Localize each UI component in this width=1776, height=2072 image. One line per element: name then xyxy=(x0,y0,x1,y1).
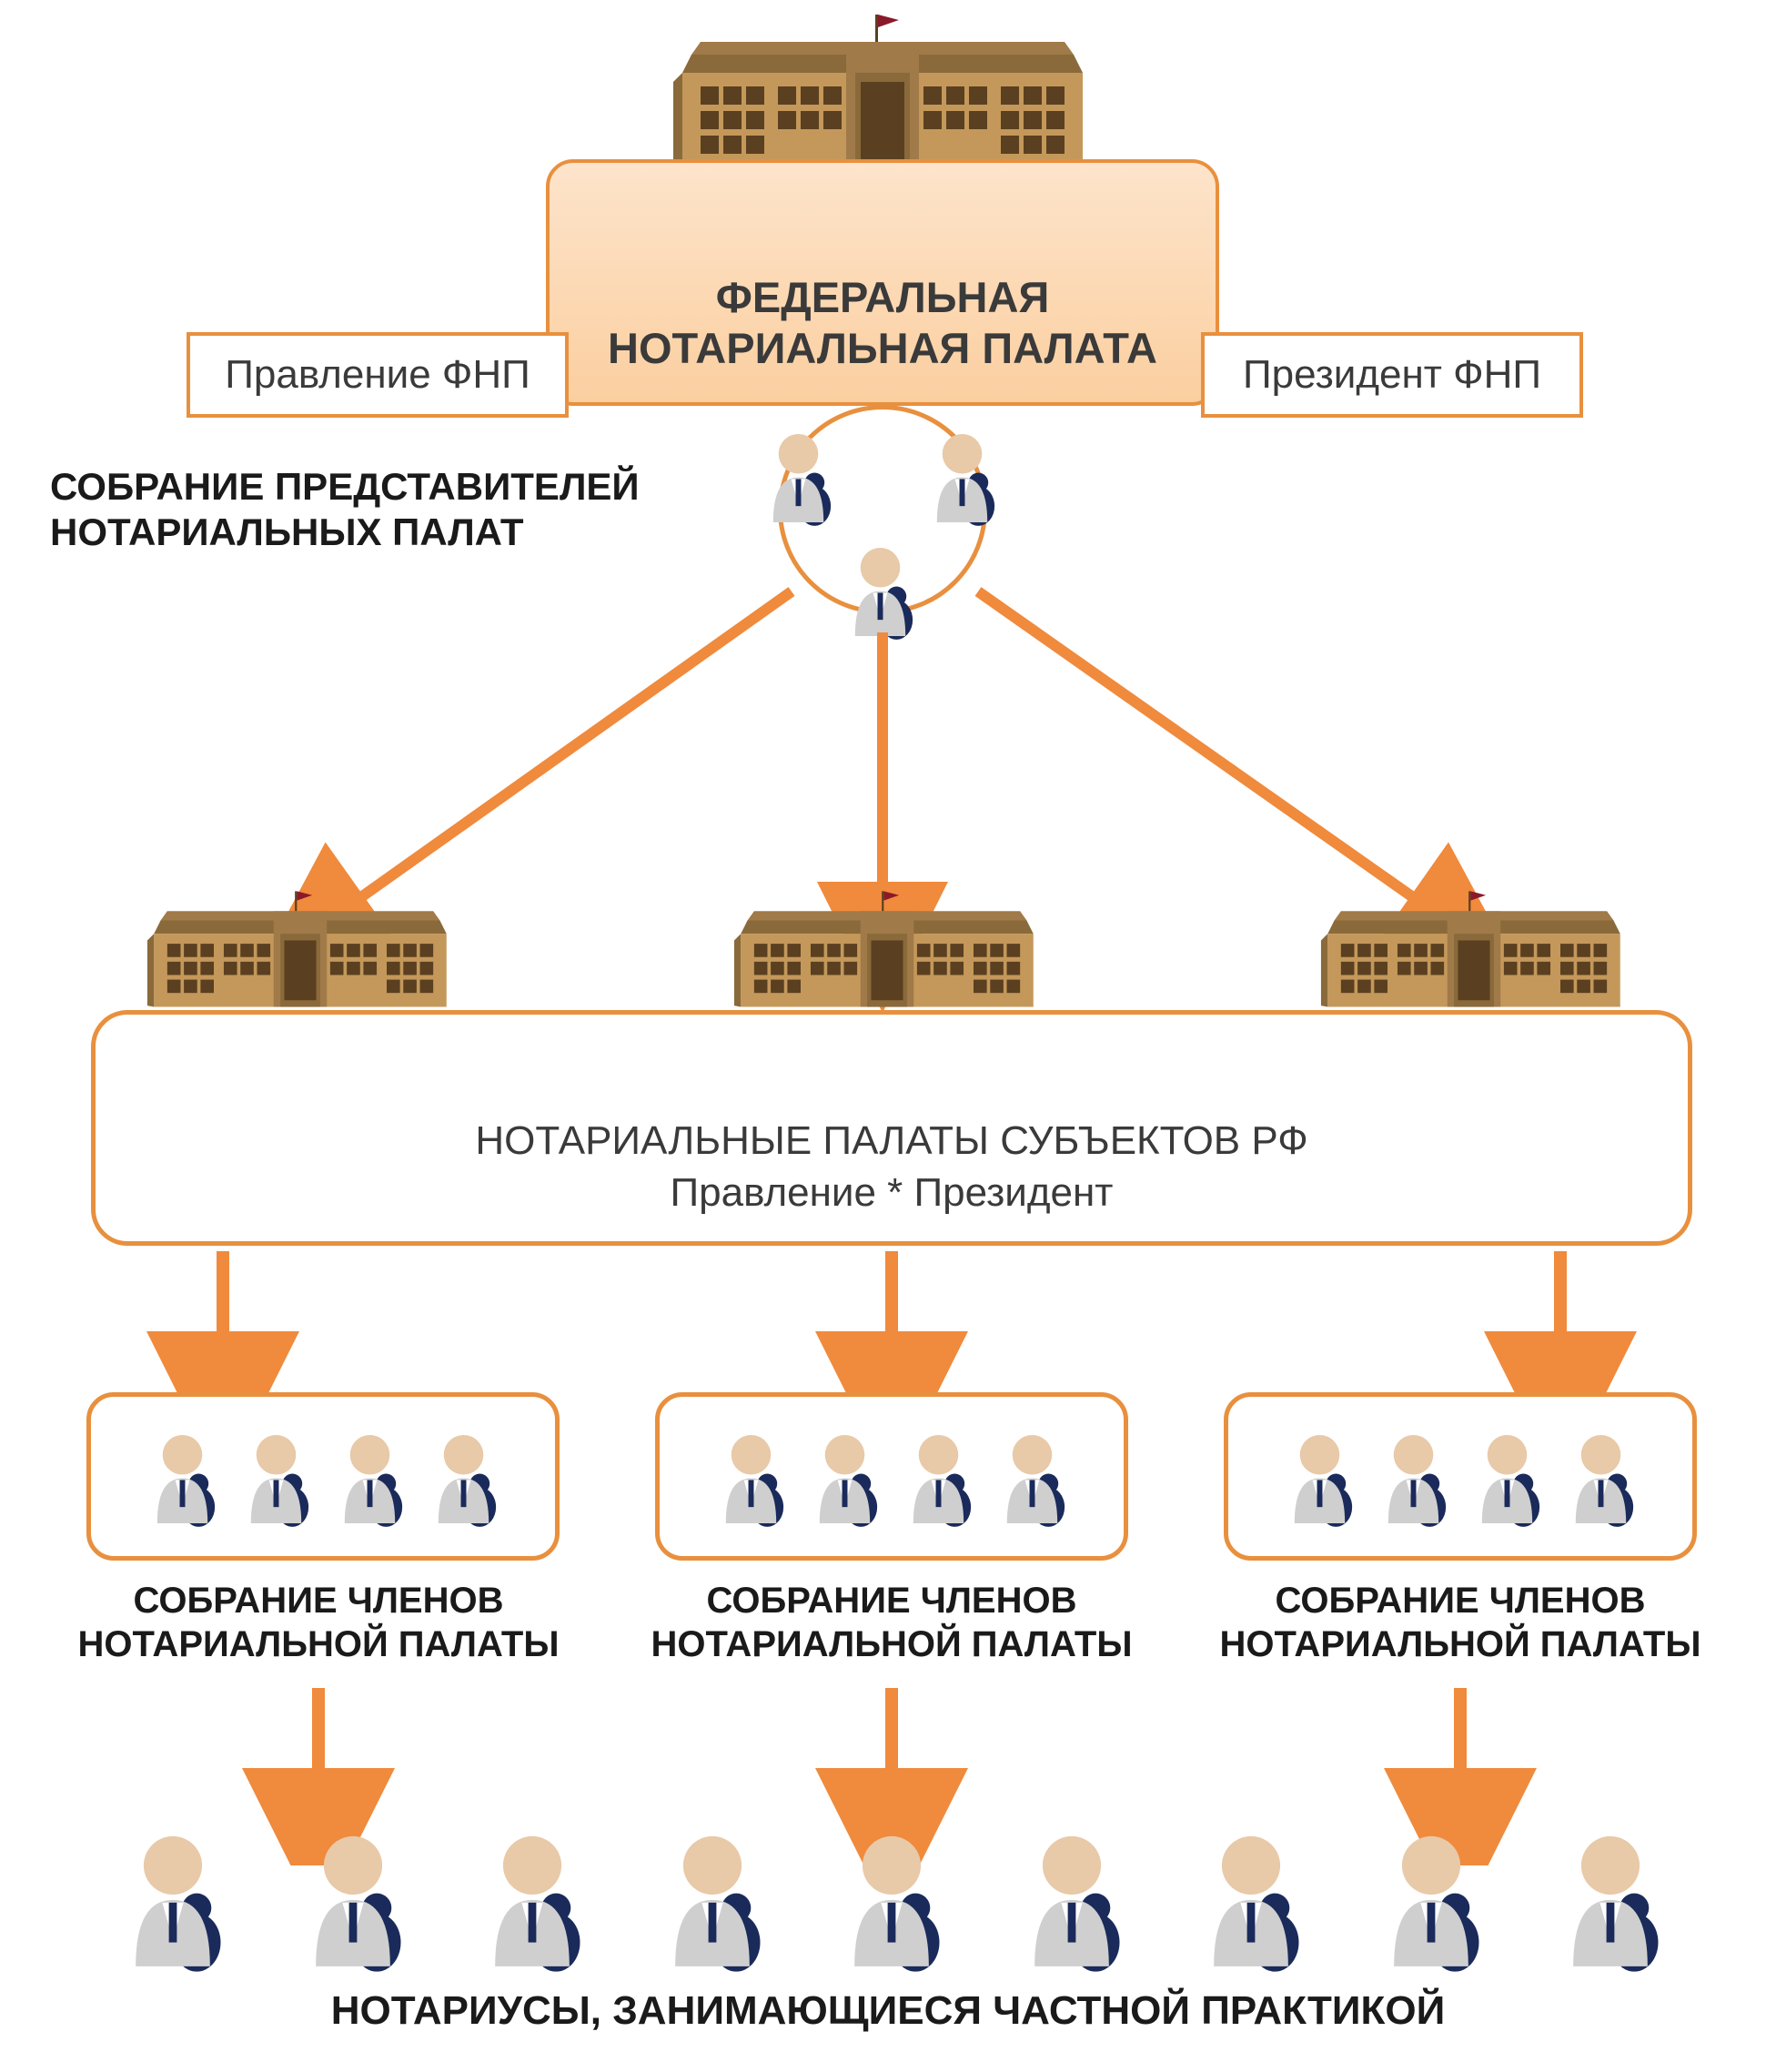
members-box xyxy=(86,1392,560,1561)
members-label: СОБРАНИЕ ЧЛЕНОВ НОТАРИАЛЬНОЙ ПАЛАТЫ xyxy=(619,1579,1165,1666)
member-person-icon xyxy=(139,1424,226,1529)
notaries-row xyxy=(109,1820,1674,1975)
members-label-line1: СОБРАНИЕ ЧЛЕНОВ xyxy=(707,1581,1077,1621)
member-person-icon xyxy=(327,1424,413,1529)
rep-person-icon xyxy=(919,423,1005,532)
members-label-line1: СОБРАНИЕ ЧЛЕНОВ xyxy=(134,1581,504,1621)
members-label: СОБРАНИЕ ЧЛЕНОВ НОТАРИАЛЬНОЙ ПАЛАТЫ xyxy=(1187,1579,1733,1666)
notaries-label: НОТАРИУСЫ, ЗАНИМАЮЩИЕСЯ ЧАСТНОЙ ПРАКТИКО… xyxy=(0,1988,1776,2034)
member-person-icon xyxy=(420,1424,507,1529)
notary-person-icon xyxy=(109,1820,237,1975)
board-fnp-box: Правление ФНП xyxy=(187,332,569,418)
notary-person-icon xyxy=(469,1820,596,1975)
assembly-reps-label: СОБРАНИЕ ПРЕДСТАВИТЕЛЕЙ НОТАРИАЛЬНЫХ ПАЛ… xyxy=(50,464,640,556)
regional-chambers-box: НОТАРИАЛЬНЫЕ ПАЛАТЫ СУБЪЕКТОВ РФ Правлен… xyxy=(91,1010,1692,1246)
notary-person-icon xyxy=(1367,1820,1495,1975)
notary-person-icon xyxy=(1187,1820,1315,1975)
notary-person-icon xyxy=(1008,1820,1135,1975)
members-label-line2: НОТАРИАЛЬНОЙ ПАЛАТЫ xyxy=(78,1624,560,1664)
regional-building-icon xyxy=(127,887,473,1018)
notary-person-icon xyxy=(828,1820,955,1975)
regional-title: НОТАРИАЛЬНЫЕ ПАЛАТЫ СУБЪЕКТОВ РФ Правлен… xyxy=(114,1115,1670,1218)
board-fnp-label: Правление ФНП xyxy=(225,352,530,397)
assembly-reps-line1: СОБРАНИЕ ПРЕДСТАВИТЕЛЕЙ xyxy=(50,465,640,508)
member-person-icon xyxy=(1276,1424,1363,1529)
member-person-icon xyxy=(1370,1424,1457,1529)
member-person-icon xyxy=(1558,1424,1644,1529)
members-label-line2: НОТАРИАЛЬНОЙ ПАЛАТЫ xyxy=(651,1624,1133,1664)
federal-chamber-box: ФЕДЕРАЛЬНАЯ НОТАРИАЛЬНАЯ ПАЛАТА xyxy=(546,159,1219,406)
member-person-icon xyxy=(708,1424,794,1529)
members-label-line1: СОБРАНИЕ ЧЛЕНОВ xyxy=(1276,1581,1646,1621)
federal-title-line1: ФЕДЕРАЛЬНАЯ xyxy=(716,273,1049,321)
members-label-line2: НОТАРИАЛЬНОЙ ПАЛАТЫ xyxy=(1220,1624,1701,1664)
rep-person-icon xyxy=(755,423,842,532)
president-fnp-box: Президент ФНП xyxy=(1201,332,1583,418)
notary-person-icon xyxy=(1547,1820,1674,1975)
notary-person-icon xyxy=(289,1820,417,1975)
member-person-icon xyxy=(989,1424,1075,1529)
regional-building-icon xyxy=(1301,887,1647,1018)
assembly-reps-line2: НОТАРИАЛЬНЫХ ПАЛАТ xyxy=(50,510,524,553)
member-person-icon xyxy=(1464,1424,1550,1529)
regional-building-icon xyxy=(714,887,1060,1018)
regional-title-line2: Правление * Президент xyxy=(671,1170,1114,1215)
federal-title: ФЕДЕРАЛЬНАЯ НОТАРИАЛЬНАЯ ПАЛАТА xyxy=(586,272,1179,375)
federal-title-line2: НОТАРИАЛЬНАЯ ПАЛАТА xyxy=(608,324,1157,372)
members-label: СОБРАНИЕ ЧЛЕНОВ НОТАРИАЛЬНОЙ ПАЛАТЫ xyxy=(45,1579,591,1666)
notary-person-icon xyxy=(649,1820,776,1975)
member-person-icon xyxy=(802,1424,888,1529)
members-box xyxy=(655,1392,1128,1561)
rep-person-icon xyxy=(837,537,923,646)
member-person-icon xyxy=(895,1424,982,1529)
notaries-label-text: НОТАРИУСЫ, ЗАНИМАЮЩИЕСЯ ЧАСТНОЙ ПРАКТИКО… xyxy=(331,1988,1446,2033)
members-box xyxy=(1224,1392,1697,1561)
regional-title-line1: НОТАРИАЛЬНЫЕ ПАЛАТЫ СУБЪЕКТОВ РФ xyxy=(475,1118,1307,1163)
member-person-icon xyxy=(233,1424,319,1529)
president-fnp-label: Президент ФНП xyxy=(1243,352,1541,397)
